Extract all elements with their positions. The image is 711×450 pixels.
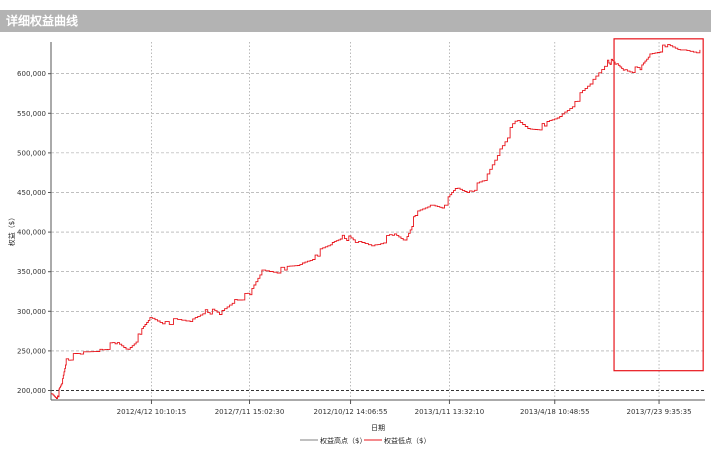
y-axis-label: 权益（$）	[7, 214, 16, 246]
x-tick-label: 2012/10/12 14:06:55	[314, 408, 388, 416]
y-tick-label: 250,000	[17, 347, 46, 355]
y-tick-label: 300,000	[17, 308, 46, 316]
y-tick-label: 600,000	[17, 70, 46, 78]
equity-line-low	[51, 43, 701, 399]
x-tick-label: 2013/7/23 9:35:35	[626, 408, 691, 416]
x-tick-label: 2012/4/12 10:10:15	[117, 408, 187, 416]
y-tick-label: 200,000	[17, 387, 46, 395]
legend-label-low: 权益低点（$）	[384, 436, 430, 445]
window-title: 详细权益曲线	[0, 10, 711, 32]
x-tick-label: 2013/1/11 13:32:10	[415, 408, 485, 416]
y-tick-label: 550,000	[17, 110, 46, 118]
y-tick-label: 350,000	[17, 268, 46, 276]
x-tick-label: 2012/7/11 15:02:30	[215, 408, 285, 416]
x-tick-label: 2013/4/18 10:48:55	[520, 408, 590, 416]
y-tick-label: 400,000	[17, 229, 46, 237]
y-tick-label: 450,000	[17, 189, 46, 197]
legend-label-high: 权益高点（$）	[320, 436, 366, 445]
highlight-box	[613, 38, 704, 372]
x-axis-label: 日期	[371, 424, 385, 432]
y-tick-label: 500,000	[17, 149, 46, 157]
legend: 权益高点（$） 权益低点（$）	[300, 436, 430, 445]
